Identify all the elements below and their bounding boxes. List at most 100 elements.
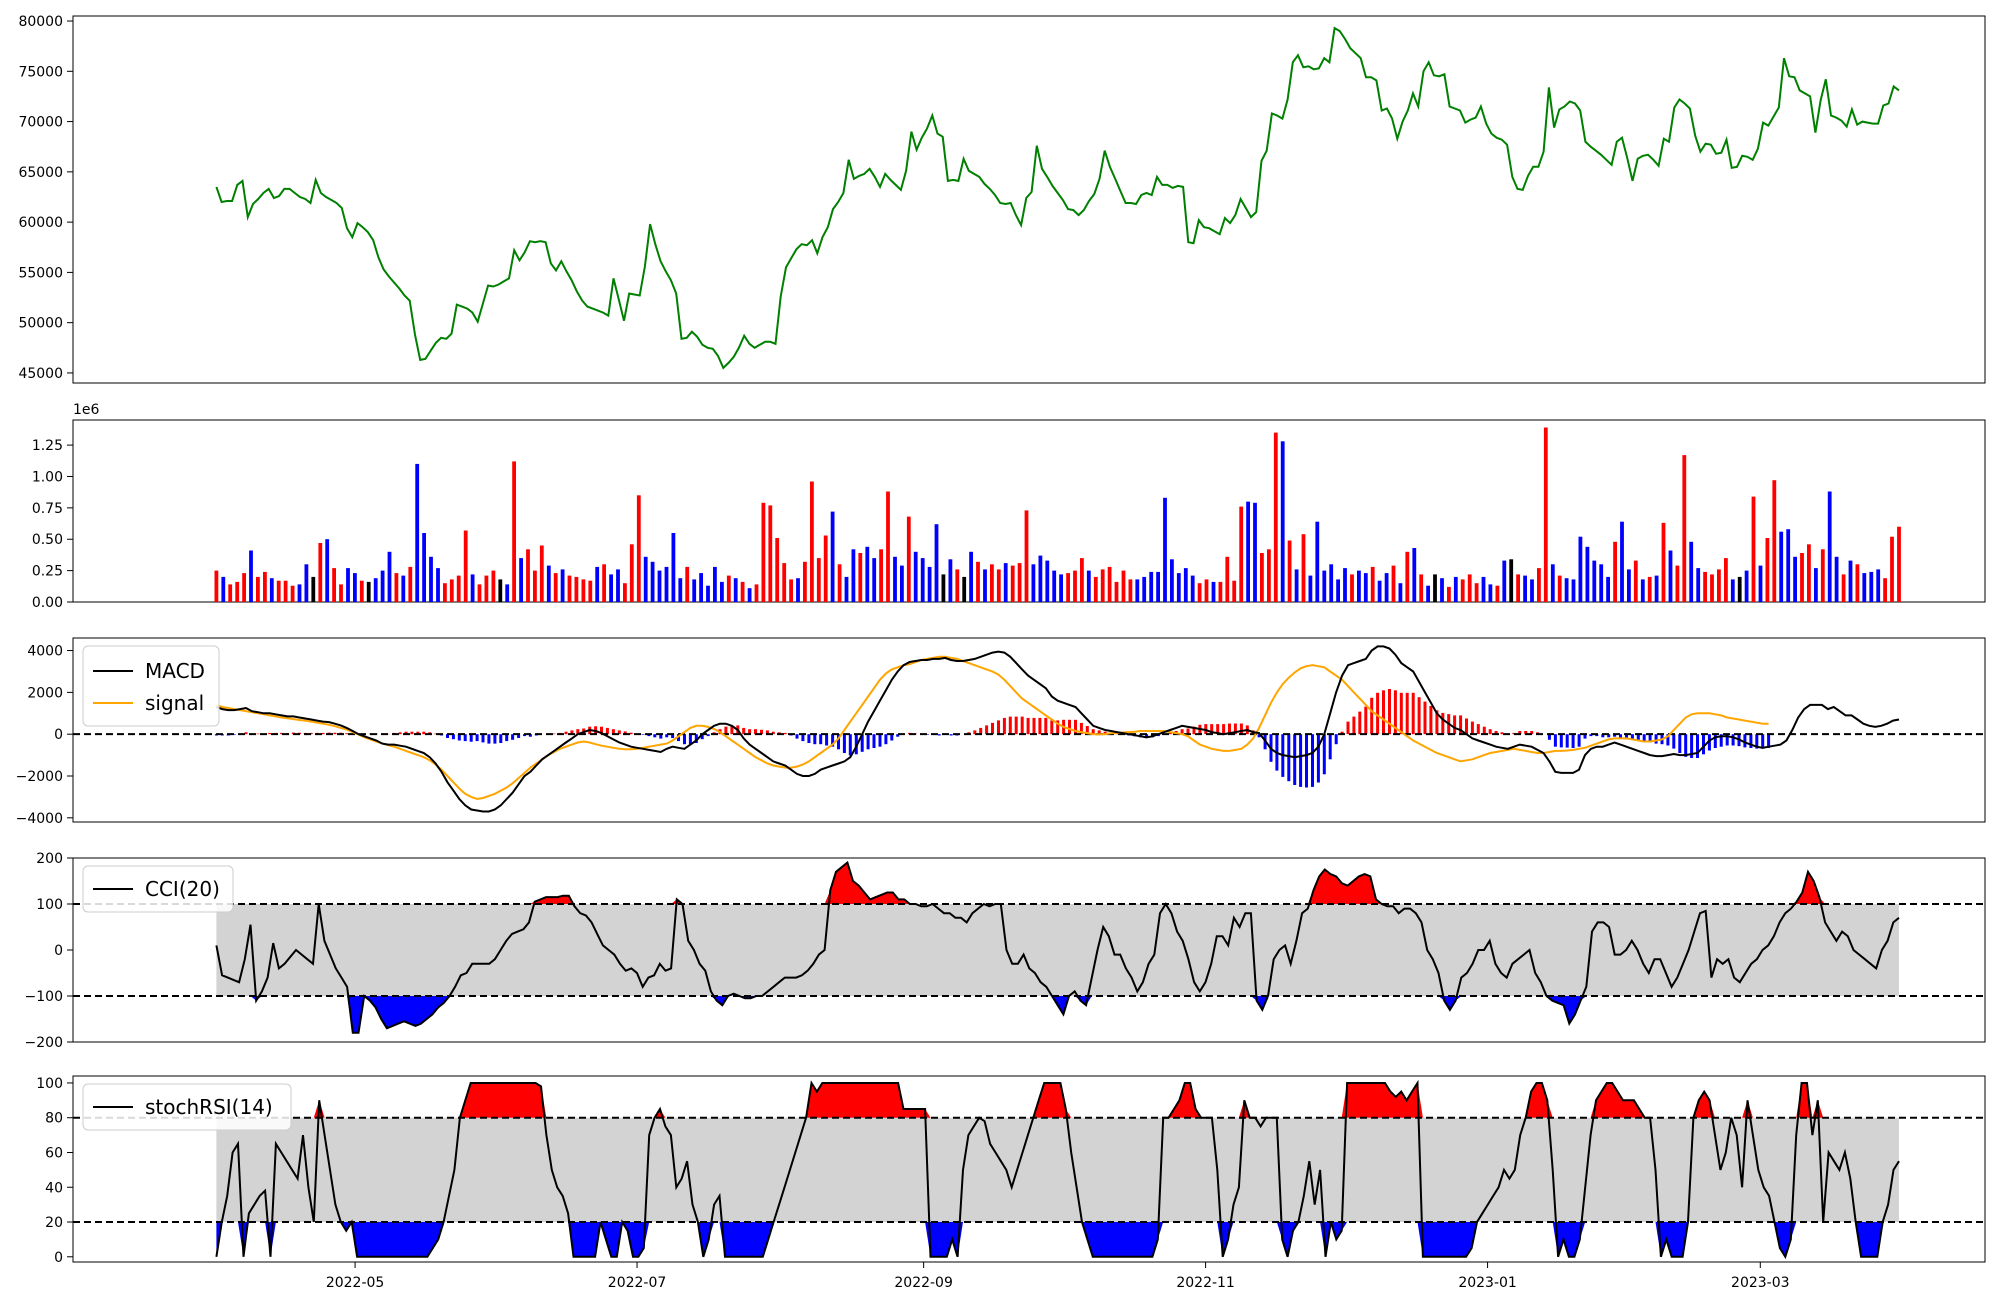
macd-histogram-bar xyxy=(1352,717,1355,735)
volume-bar xyxy=(1537,568,1541,602)
volume-bar xyxy=(1094,577,1098,602)
volume-bar xyxy=(526,549,530,602)
volume-bar xyxy=(408,567,412,602)
macd-histogram-bar xyxy=(1317,734,1320,782)
macd-histogram-bar xyxy=(1560,734,1563,747)
macd-histogram-bar xyxy=(1471,722,1474,735)
macd-histogram-bar xyxy=(505,734,508,741)
y-tick-label: 4000 xyxy=(27,644,63,660)
volume-bar xyxy=(1059,574,1063,602)
volume-bar xyxy=(1219,582,1223,602)
macd-histogram-bar xyxy=(843,734,846,753)
volume-bar xyxy=(955,569,959,602)
volume-bar xyxy=(817,558,821,602)
macd-histogram-bar xyxy=(333,733,336,735)
macd-histogram-bar xyxy=(1015,717,1018,735)
y-tick-label: 0.00 xyxy=(32,595,63,611)
macd-histogram-bar xyxy=(985,725,988,734)
volume-bar xyxy=(713,567,717,602)
volume-bar xyxy=(471,574,475,602)
volume-bar xyxy=(1108,567,1112,602)
macd-histogram-bar xyxy=(1347,722,1350,735)
volume-bar xyxy=(1786,529,1790,602)
volume-bar xyxy=(1018,563,1022,602)
macd-histogram-bar xyxy=(849,734,852,755)
y-tick-label: 55000 xyxy=(18,265,63,281)
volume-bar xyxy=(1669,551,1673,603)
volume-bar xyxy=(1426,586,1430,602)
volume-bar xyxy=(388,552,392,602)
volume-bar xyxy=(824,536,828,603)
y-tick-label: 50000 xyxy=(18,316,63,332)
volume-bar xyxy=(401,576,405,602)
y-tick-label: 40 xyxy=(45,1180,63,1196)
volume-bar xyxy=(602,564,606,602)
volume-bar xyxy=(318,543,322,602)
volume-bar xyxy=(782,563,786,602)
volume-bar xyxy=(1745,571,1749,602)
volume-bar xyxy=(492,571,496,602)
volume-bar xyxy=(1295,569,1299,602)
volume-bar xyxy=(291,586,295,602)
volume-bar xyxy=(1897,527,1901,602)
volume-bar xyxy=(1163,498,1167,602)
volume-bar xyxy=(498,579,502,602)
volume-bar xyxy=(665,567,669,602)
macd-histogram-bar xyxy=(1453,715,1456,734)
y-tick-label: 0.25 xyxy=(32,564,63,580)
volume-bar xyxy=(1253,503,1257,602)
volume-bar xyxy=(1170,559,1174,602)
volume-bar xyxy=(256,577,260,602)
macd-histogram-bar xyxy=(1068,720,1071,734)
volume-bar xyxy=(1198,583,1202,602)
macd-histogram-bar xyxy=(950,734,953,735)
macd-histogram-bar xyxy=(1323,734,1326,774)
volume-bar xyxy=(1440,578,1444,602)
volume-bar xyxy=(609,574,613,602)
volume-bar xyxy=(381,571,385,602)
macd-histogram-bar xyxy=(1696,734,1699,758)
x-tick-label: 2022-09 xyxy=(894,1275,953,1291)
volume-bar xyxy=(1052,571,1056,602)
volume-bar xyxy=(519,558,523,602)
volume-bar xyxy=(1766,538,1770,602)
volume-bar xyxy=(1122,571,1126,602)
macd-histogram-bar xyxy=(1732,734,1735,745)
volume-bar xyxy=(595,567,599,602)
volume-bar xyxy=(242,573,246,602)
macd-histogram-bar xyxy=(884,734,887,744)
volume-bar xyxy=(672,533,676,602)
macd-histogram-bar xyxy=(410,732,413,735)
macd-histogram-bar xyxy=(683,734,686,744)
macd-histogram-bar xyxy=(1406,693,1409,734)
macd-histogram-bar xyxy=(879,734,882,747)
volume-bar xyxy=(1523,576,1527,602)
x-tick-label: 2022-11 xyxy=(1176,1275,1235,1291)
macd-histogram-bar xyxy=(1418,697,1421,734)
macd-histogram-bar xyxy=(1477,724,1480,734)
volume-bar xyxy=(692,579,696,602)
volume-bar xyxy=(1322,571,1326,602)
volume-scale-label: 1e6 xyxy=(73,402,100,418)
volume-bar xyxy=(1475,583,1479,602)
volume-bar xyxy=(1447,587,1451,602)
volume-bar xyxy=(1309,576,1313,602)
volume-bar xyxy=(1232,581,1236,602)
volume-bar xyxy=(1496,586,1500,602)
volume-bar xyxy=(1793,557,1797,602)
volume-bar xyxy=(907,517,911,602)
volume-bar xyxy=(1461,579,1465,602)
volume-bar xyxy=(1129,579,1133,602)
volume-bar xyxy=(1738,577,1742,602)
volume-bar xyxy=(1073,571,1077,602)
volume-bar xyxy=(1613,542,1617,602)
macd-histogram-bar xyxy=(464,734,467,741)
volume-bar xyxy=(803,562,807,602)
volume-bar xyxy=(1586,547,1590,602)
volume-bar xyxy=(415,464,419,602)
y-tick-label: 1.00 xyxy=(32,469,63,485)
macd-histogram-bar xyxy=(553,734,556,735)
volume-bar xyxy=(1620,522,1624,602)
macd-histogram-bar xyxy=(819,734,822,744)
volume-bar xyxy=(623,583,627,602)
